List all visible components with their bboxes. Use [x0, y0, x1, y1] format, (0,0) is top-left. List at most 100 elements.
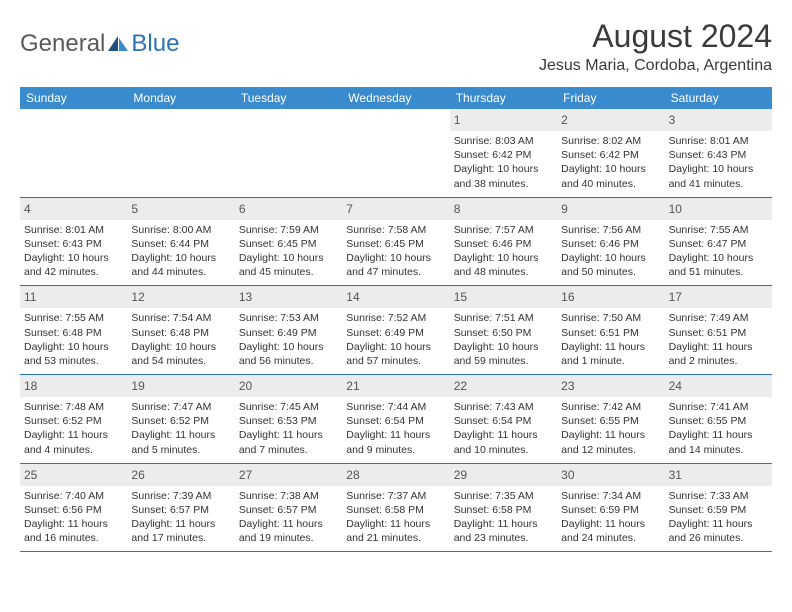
- day-info: Sunrise: 8:03 AMSunset: 6:42 PMDaylight:…: [454, 134, 553, 191]
- daynum-row: 22: [450, 375, 557, 397]
- sunrise-line: Sunrise: 7:55 AM: [24, 311, 123, 325]
- sunset-line: Sunset: 6:51 PM: [561, 326, 660, 340]
- month-title: August 2024: [539, 18, 772, 55]
- sunset-line: Sunset: 6:58 PM: [346, 503, 445, 517]
- sunset-line: Sunset: 6:47 PM: [669, 237, 768, 251]
- day-number: 20: [239, 379, 252, 393]
- daynum-row: 15: [450, 286, 557, 308]
- sunset-line: Sunset: 6:49 PM: [239, 326, 338, 340]
- sunrise-line: Sunrise: 7:57 AM: [454, 223, 553, 237]
- sunset-line: Sunset: 6:45 PM: [346, 237, 445, 251]
- day-number: 24: [669, 379, 682, 393]
- day-number: 1: [454, 113, 461, 127]
- daynum-row: 5: [127, 198, 234, 220]
- sunrise-line: Sunrise: 7:42 AM: [561, 400, 660, 414]
- brand-part2: Blue: [131, 30, 179, 58]
- calendar-cell: 15Sunrise: 7:51 AMSunset: 6:50 PMDayligh…: [450, 286, 557, 374]
- calendar-cell: 7Sunrise: 7:58 AMSunset: 6:45 PMDaylight…: [342, 198, 449, 286]
- daylight-line: Daylight: 11 hours and 21 minutes.: [346, 517, 445, 545]
- page-header: General Blue August 2024 Jesus Maria, Co…: [20, 18, 772, 75]
- calendar-cell: 5Sunrise: 8:00 AMSunset: 6:44 PMDaylight…: [127, 198, 234, 286]
- day-number: 16: [561, 290, 574, 304]
- sunset-line: Sunset: 6:49 PM: [346, 326, 445, 340]
- daynum-row: 1: [450, 109, 557, 131]
- calendar-cell: 16Sunrise: 7:50 AMSunset: 6:51 PMDayligh…: [557, 286, 664, 374]
- daylight-line: Daylight: 10 hours and 48 minutes.: [454, 251, 553, 279]
- day-info: Sunrise: 7:40 AMSunset: 6:56 PMDaylight:…: [24, 489, 123, 546]
- weekday-header: Monday: [127, 87, 234, 109]
- calendar-cell: [342, 109, 449, 197]
- calendar-cell: 3Sunrise: 8:01 AMSunset: 6:43 PMDaylight…: [665, 109, 772, 197]
- day-number: 18: [24, 379, 37, 393]
- day-number: 3: [669, 113, 676, 127]
- day-info: Sunrise: 8:02 AMSunset: 6:42 PMDaylight:…: [561, 134, 660, 191]
- day-number: 31: [669, 468, 682, 482]
- sunrise-line: Sunrise: 8:02 AM: [561, 134, 660, 148]
- sunset-line: Sunset: 6:44 PM: [131, 237, 230, 251]
- day-info: Sunrise: 7:57 AMSunset: 6:46 PMDaylight:…: [454, 223, 553, 280]
- sunrise-line: Sunrise: 7:48 AM: [24, 400, 123, 414]
- sunset-line: Sunset: 6:42 PM: [561, 148, 660, 162]
- daylight-line: Daylight: 11 hours and 10 minutes.: [454, 428, 553, 456]
- daynum-row: 30: [557, 464, 664, 486]
- week-row: 4Sunrise: 8:01 AMSunset: 6:43 PMDaylight…: [20, 198, 772, 287]
- weekday-header: Tuesday: [235, 87, 342, 109]
- sunrise-line: Sunrise: 7:43 AM: [454, 400, 553, 414]
- day-info: Sunrise: 7:43 AMSunset: 6:54 PMDaylight:…: [454, 400, 553, 457]
- daylight-line: Daylight: 11 hours and 14 minutes.: [669, 428, 768, 456]
- day-number: 15: [454, 290, 467, 304]
- sunrise-line: Sunrise: 7:45 AM: [239, 400, 338, 414]
- day-info: Sunrise: 7:44 AMSunset: 6:54 PMDaylight:…: [346, 400, 445, 457]
- daylight-line: Daylight: 10 hours and 41 minutes.: [669, 162, 768, 190]
- sunrise-line: Sunrise: 7:58 AM: [346, 223, 445, 237]
- weekday-header: Friday: [557, 87, 664, 109]
- day-number: 21: [346, 379, 359, 393]
- day-info: Sunrise: 7:37 AMSunset: 6:58 PMDaylight:…: [346, 489, 445, 546]
- sunset-line: Sunset: 6:50 PM: [454, 326, 553, 340]
- calendar: SundayMondayTuesdayWednesdayThursdayFrid…: [20, 87, 772, 552]
- calendar-cell: 1 Sunrise: 8:03 AMSunset: 6:42 PMDaylight…: [450, 109, 557, 197]
- day-info: Sunrise: 7:53 AMSunset: 6:49 PMDaylight:…: [239, 311, 338, 368]
- sunset-line: Sunset: 6:59 PM: [669, 503, 768, 517]
- sunset-line: Sunset: 6:45 PM: [239, 237, 338, 251]
- sunset-line: Sunset: 6:42 PM: [454, 148, 553, 162]
- daylight-line: Daylight: 11 hours and 23 minutes.: [454, 517, 553, 545]
- sunset-line: Sunset: 6:51 PM: [669, 326, 768, 340]
- sunset-line: Sunset: 6:48 PM: [24, 326, 123, 340]
- sunrise-line: Sunrise: 7:39 AM: [131, 489, 230, 503]
- sunset-line: Sunset: 6:52 PM: [131, 414, 230, 428]
- week-row: 1Sunrise: 8:03 AMSunset: 6:42 PMDaylight…: [20, 109, 772, 198]
- daylight-line: Daylight: 11 hours and 9 minutes.: [346, 428, 445, 456]
- sunrise-line: Sunrise: 7:52 AM: [346, 311, 445, 325]
- calendar-cell: 10Sunrise: 7:55 AMSunset: 6:47 PMDayligh…: [665, 198, 772, 286]
- day-number: 28: [346, 468, 359, 482]
- calendar-cell: 2Sunrise: 8:02 AMSunset: 6:42 PMDaylight…: [557, 109, 664, 197]
- daylight-line: Daylight: 11 hours and 2 minutes.: [669, 340, 768, 368]
- daylight-line: Daylight: 11 hours and 19 minutes.: [239, 517, 338, 545]
- sunset-line: Sunset: 6:57 PM: [239, 503, 338, 517]
- calendar-cell: 18Sunrise: 7:48 AMSunset: 6:52 PMDayligh…: [20, 375, 127, 463]
- daynum-row: 16: [557, 286, 664, 308]
- day-info: Sunrise: 7:52 AMSunset: 6:49 PMDaylight:…: [346, 311, 445, 368]
- daynum-row: 8: [450, 198, 557, 220]
- sunset-line: Sunset: 6:53 PM: [239, 414, 338, 428]
- weekday-header-row: SundayMondayTuesdayWednesdayThursdayFrid…: [20, 87, 772, 109]
- calendar-cell: 25Sunrise: 7:40 AMSunset: 6:56 PMDayligh…: [20, 464, 127, 552]
- sunrise-line: Sunrise: 7:44 AM: [346, 400, 445, 414]
- location-subtitle: Jesus Maria, Cordoba, Argentina: [539, 57, 772, 75]
- sunrise-line: Sunrise: 8:00 AM: [131, 223, 230, 237]
- daylight-line: Daylight: 10 hours and 40 minutes.: [561, 162, 660, 190]
- daylight-line: Daylight: 10 hours and 57 minutes.: [346, 340, 445, 368]
- day-number: 27: [239, 468, 252, 482]
- calendar-cell: 29Sunrise: 7:35 AMSunset: 6:58 PMDayligh…: [450, 464, 557, 552]
- sunrise-line: Sunrise: 8:03 AM: [454, 134, 553, 148]
- day-info: Sunrise: 7:55 AMSunset: 6:48 PMDaylight:…: [24, 311, 123, 368]
- day-number: 23: [561, 379, 574, 393]
- sunset-line: Sunset: 6:43 PM: [24, 237, 123, 251]
- daylight-line: Daylight: 11 hours and 26 minutes.: [669, 517, 768, 545]
- daynum-row: 28: [342, 464, 449, 486]
- calendar-cell: 8 Sunrise: 7:57 AMSunset: 6:46 PMDaylight…: [450, 198, 557, 286]
- daynum-row: 21: [342, 375, 449, 397]
- brand-part1: General: [20, 30, 105, 58]
- daylight-line: Daylight: 10 hours and 47 minutes.: [346, 251, 445, 279]
